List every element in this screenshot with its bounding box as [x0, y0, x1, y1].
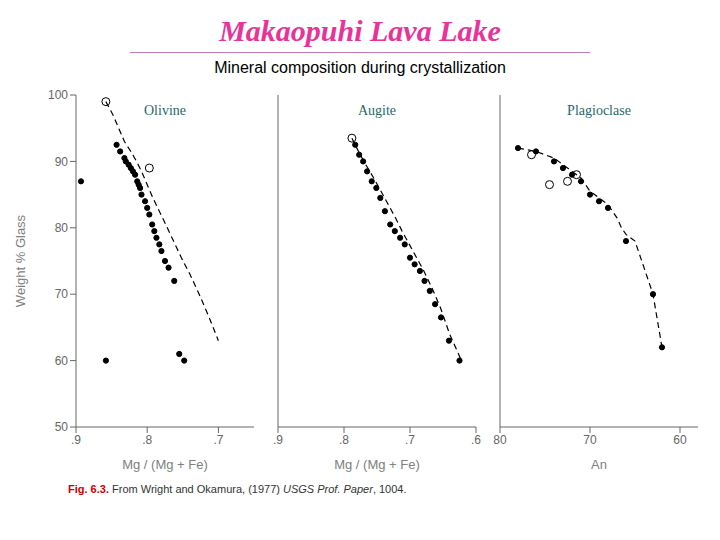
html-text:Mineral composition during cry: Mineral composition during crystallizati…	[214, 59, 506, 76]
svg-text:70: 70	[55, 287, 69, 301]
html-text:Olivine: Olivine	[144, 103, 186, 118]
html-text:Fig. 6.3. From Wright and Okam: Fig. 6.3. From Wright and Okamura, (1977…	[68, 483, 407, 495]
svg-text:Mg / (Mg + Fe): Mg / (Mg + Fe)	[334, 457, 420, 472]
svg-text:.8: .8	[142, 433, 152, 447]
svg-text:.7: .7	[213, 433, 223, 447]
svg-text:An: An	[591, 457, 607, 472]
html-text:Makaopuhi Lava Lake: Makaopuhi Lava Lake	[219, 14, 501, 47]
svg-text:Weight % Glass: Weight % Glass	[13, 214, 28, 307]
svg-text:70: 70	[583, 433, 597, 447]
svg-text:.9: .9	[273, 433, 283, 447]
svg-text:60: 60	[673, 433, 687, 447]
svg-text:80: 80	[493, 433, 507, 447]
svg-text:.9: .9	[71, 433, 81, 447]
svg-text:90: 90	[55, 155, 69, 169]
html-text:Plagioclase: Plagioclase	[567, 103, 631, 118]
html-text:Augite: Augite	[357, 103, 396, 118]
svg-text:.8: .8	[339, 433, 349, 447]
svg-text:.6: .6	[471, 433, 481, 447]
svg-text:100: 100	[48, 88, 68, 102]
svg-text:Mg / (Mg + Fe): Mg / (Mg + Fe)	[122, 457, 208, 472]
svg-text:50: 50	[55, 420, 69, 434]
svg-text:80: 80	[55, 221, 69, 235]
svg-text:.7: .7	[405, 433, 415, 447]
svg-text:60: 60	[55, 354, 69, 368]
